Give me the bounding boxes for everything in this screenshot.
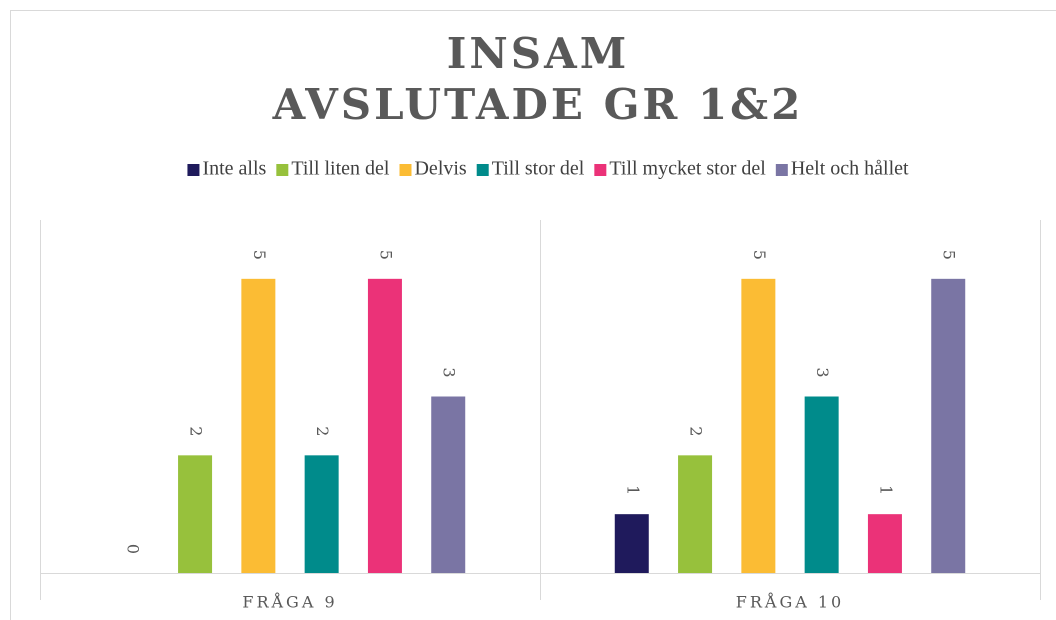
legend-swatch [276, 164, 289, 176]
data-label: 3 [440, 367, 459, 377]
legend-label: Till mycket stor del [609, 158, 766, 180]
bar [304, 455, 339, 573]
legend: Inte alls Till liten del Delvis Till stor d… [187, 158, 909, 180]
data-label: 5 [750, 250, 769, 260]
bar [614, 514, 649, 573]
data-label: 2 [187, 426, 206, 436]
legend-label: Inte alls [202, 158, 266, 180]
data-label: 5 [940, 250, 959, 260]
legend-swatch [775, 164, 788, 176]
x-tick-label: FRÅGA 9 [242, 592, 337, 612]
chart-title: INSAM [447, 29, 629, 78]
legend-swatch [476, 164, 489, 176]
data-label: 1 [623, 485, 642, 495]
bar [931, 278, 966, 573]
chart-border [10, 10, 1056, 620]
legend-swatch [399, 164, 412, 176]
legend-swatch [594, 164, 607, 176]
x-tick-label: FRÅGA 10 [736, 592, 844, 612]
bar [804, 396, 839, 573]
legend-label: Delvis [414, 158, 466, 180]
bar [178, 455, 213, 573]
data-label: 5 [376, 250, 395, 260]
bar [867, 514, 902, 573]
bar [678, 455, 713, 573]
legend-label: Helt och hållet [791, 158, 909, 180]
legend-label: Till liten del [291, 158, 390, 180]
bar [241, 278, 276, 573]
data-label: 5 [250, 250, 269, 260]
data-label: 2 [687, 426, 706, 436]
chart-title: AVSLUTADE GR 1&2 [272, 80, 804, 129]
legend-swatch [187, 164, 200, 176]
bar [741, 278, 776, 573]
bar [367, 278, 402, 573]
data-label: 2 [313, 426, 332, 436]
data-label: 3 [813, 367, 832, 377]
legend-label: Till stor del [492, 158, 585, 180]
data-label: 0 [123, 544, 142, 554]
bar [431, 396, 466, 573]
data-label: 1 [876, 485, 895, 495]
